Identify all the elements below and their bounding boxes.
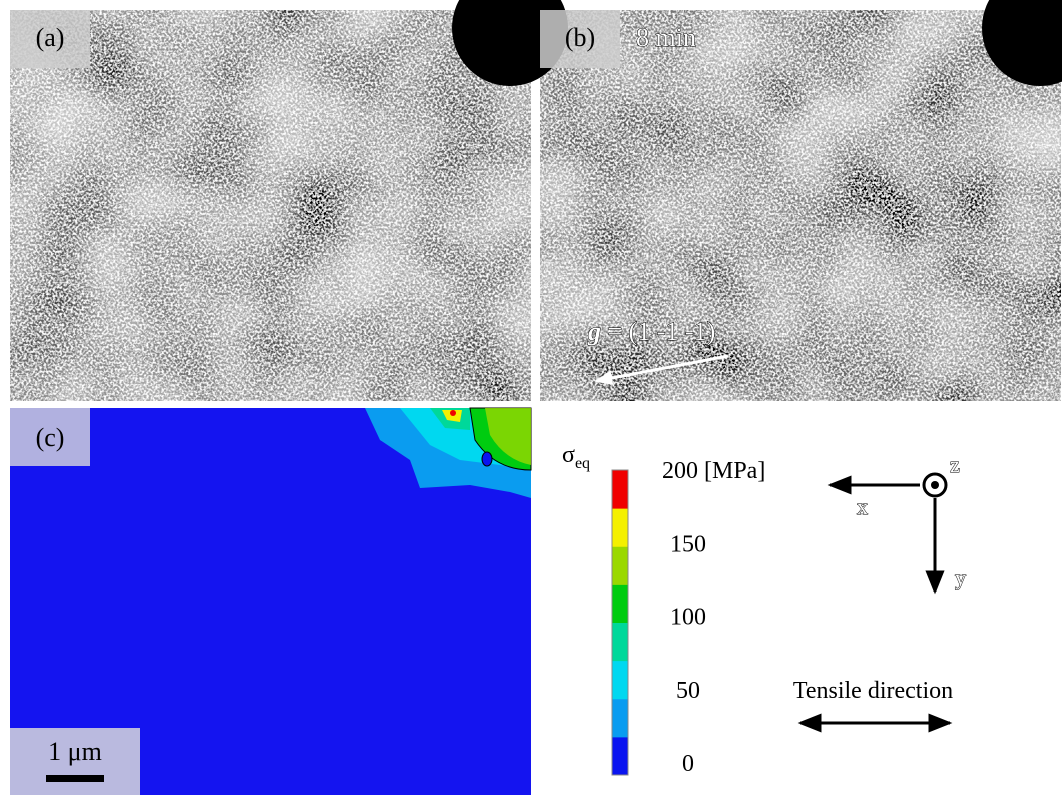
x-label: x xyxy=(857,494,868,519)
colorbar-band xyxy=(612,470,628,509)
colorbar-tick-label: 50 xyxy=(676,678,700,704)
scale-bar xyxy=(46,775,104,782)
colorbar-band xyxy=(612,546,628,585)
micrograph-a xyxy=(10,10,531,401)
figure: (a) (b) 8 min g = (1 -1 -1) (c) 1 μm σeq… xyxy=(0,0,1062,796)
colorbar-tick-label: 100 xyxy=(670,605,706,631)
g-value: = (1 -1 -1) xyxy=(608,317,716,346)
colorbar-tick-label: 200 [MPa] xyxy=(662,458,765,484)
scale-label: 1 μm xyxy=(48,737,102,766)
z-dot xyxy=(931,481,939,489)
z-label: z xyxy=(950,452,960,477)
colorbar-band xyxy=(612,508,628,547)
tensile-label: Tensile direction xyxy=(793,678,953,704)
panel-label: (c) xyxy=(36,423,65,452)
panel-label: (b) xyxy=(565,23,595,52)
colorbar-band xyxy=(612,584,628,623)
sigma: σ xyxy=(562,442,575,468)
panel-label: (a) xyxy=(36,23,65,52)
colorbar-tick-label: 150 xyxy=(670,531,706,557)
page: {"panels": {"a": {"label": "(a)"}, "b": … xyxy=(0,0,1062,796)
colorbar-band xyxy=(612,623,628,662)
colorbar-band xyxy=(612,661,628,700)
g-vector: g = (1 -1 -1) xyxy=(587,317,715,346)
y-label: y xyxy=(955,565,966,590)
colorbar-title: σeq xyxy=(562,442,590,472)
colorbar-band xyxy=(612,737,628,776)
contour xyxy=(450,410,456,416)
colorbar-band xyxy=(612,699,628,738)
time-label: 8 min xyxy=(636,23,696,52)
colorbar-tick-label: 0 xyxy=(682,751,694,777)
colorbar: 0 50 100 150 200 [MPa] xyxy=(612,458,765,777)
g-symbol: g xyxy=(587,317,601,346)
contour xyxy=(482,452,492,466)
subscript: eq xyxy=(575,455,590,472)
